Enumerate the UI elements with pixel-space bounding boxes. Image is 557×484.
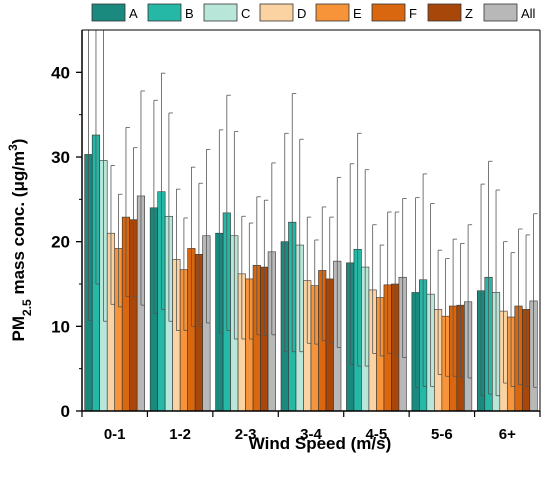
legend-label-E: E bbox=[353, 6, 362, 21]
legend-label-B: B bbox=[185, 6, 194, 21]
x-tick-label-6+: 6+ bbox=[499, 426, 516, 443]
legend-swatch-A bbox=[91, 3, 126, 22]
y-axis-title-end: ) bbox=[9, 139, 28, 145]
legend-label-Z: Z bbox=[465, 6, 473, 21]
legend-label-F: F bbox=[409, 6, 417, 21]
legend-swatch-E bbox=[315, 3, 350, 22]
y-tick-label-30: 30 bbox=[51, 148, 70, 167]
legend: A B C D E F Z All bbox=[91, 3, 536, 22]
legend-label-D: D bbox=[297, 6, 306, 21]
y-axis-title-sub: 2.5 bbox=[20, 299, 34, 316]
x-tick-label-5-6: 5-6 bbox=[431, 426, 453, 443]
y-axis-title-mu: μ bbox=[9, 181, 28, 191]
legend-label-A: A bbox=[129, 6, 138, 21]
y-tick-label-0: 0 bbox=[61, 402, 70, 421]
y-axis-title-mid: mass conc. ( bbox=[9, 191, 28, 299]
x-tick-label-0-1: 0-1 bbox=[104, 426, 126, 443]
legend-label-All: All bbox=[521, 6, 536, 21]
y-axis-title: PM2.5 mass conc. (μg/m3) bbox=[6, 139, 34, 342]
x-tick-label-2-3: 2-3 bbox=[235, 426, 257, 443]
x-tick-label-1-2: 1-2 bbox=[169, 426, 191, 443]
legend-label-C: C bbox=[241, 6, 250, 21]
legend-swatch-D bbox=[259, 3, 294, 22]
y-tick-label-10: 10 bbox=[51, 317, 70, 336]
legend-swatch-Z bbox=[427, 3, 462, 22]
y-axis-title-base: PM bbox=[9, 316, 28, 342]
y-tick-label-40: 40 bbox=[51, 63, 70, 82]
legend-swatch-F bbox=[371, 3, 406, 22]
plot-area bbox=[84, 30, 538, 411]
y-axis-title-unit: g/m bbox=[9, 151, 28, 181]
axes: 0-1 1-2 2-3 3-4 4-5 5-6 6+ 0 10 20 30 40 bbox=[51, 29, 541, 443]
y-tick-label-20: 20 bbox=[51, 233, 70, 252]
x-tick-label-4-5: 4-5 bbox=[366, 426, 388, 443]
x-axis-title: Wind Speed (m/s) bbox=[249, 434, 391, 453]
legend-swatch-B bbox=[147, 3, 182, 22]
legend-swatch-C bbox=[203, 3, 238, 22]
bars-group bbox=[84, 30, 538, 411]
legend-swatch-All bbox=[483, 3, 518, 22]
x-tick-label-3-4: 3-4 bbox=[300, 426, 322, 443]
y-axis-title-sup: 3 bbox=[6, 144, 20, 151]
